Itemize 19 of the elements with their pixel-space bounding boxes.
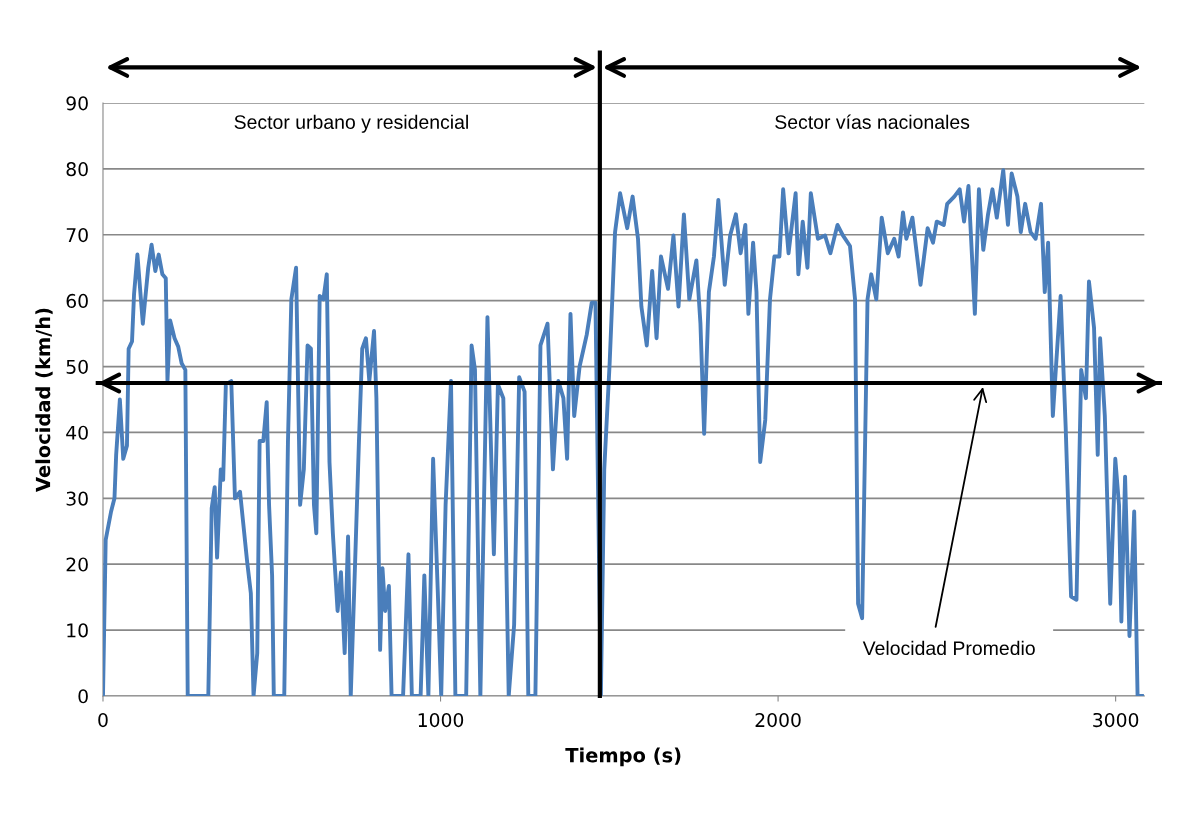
y-tick-label: 30 <box>66 491 88 506</box>
annotation: Sector vías nacionales <box>775 114 970 129</box>
y-tick-label: 80 <box>66 162 88 177</box>
x-tick-label: 1000 <box>418 712 464 728</box>
y-tick-label: 50 <box>66 359 88 374</box>
annotation: Sector urbano y residencial <box>234 114 468 133</box>
x-tick-label: 3000 <box>1093 712 1139 728</box>
x-axis-title: Tiempo (s) <box>565 747 681 767</box>
y-tick-label: 20 <box>66 557 88 572</box>
ref-line-label: Velocidad Promedio <box>862 640 1035 656</box>
x-tick-label: 2000 <box>755 712 801 728</box>
y-axis-title: Velocidad (km/h) <box>35 308 53 492</box>
y-tick-label: 90 <box>66 96 88 111</box>
x-tick-label: 0 <box>98 712 108 728</box>
y-tick-label: 10 <box>67 623 88 638</box>
y-tick-label: 60 <box>66 293 88 309</box>
y-tick-label: 40 <box>66 425 88 440</box>
y-tick-label: 70 <box>66 227 88 243</box>
y-tick-label: 0 <box>78 689 88 704</box>
